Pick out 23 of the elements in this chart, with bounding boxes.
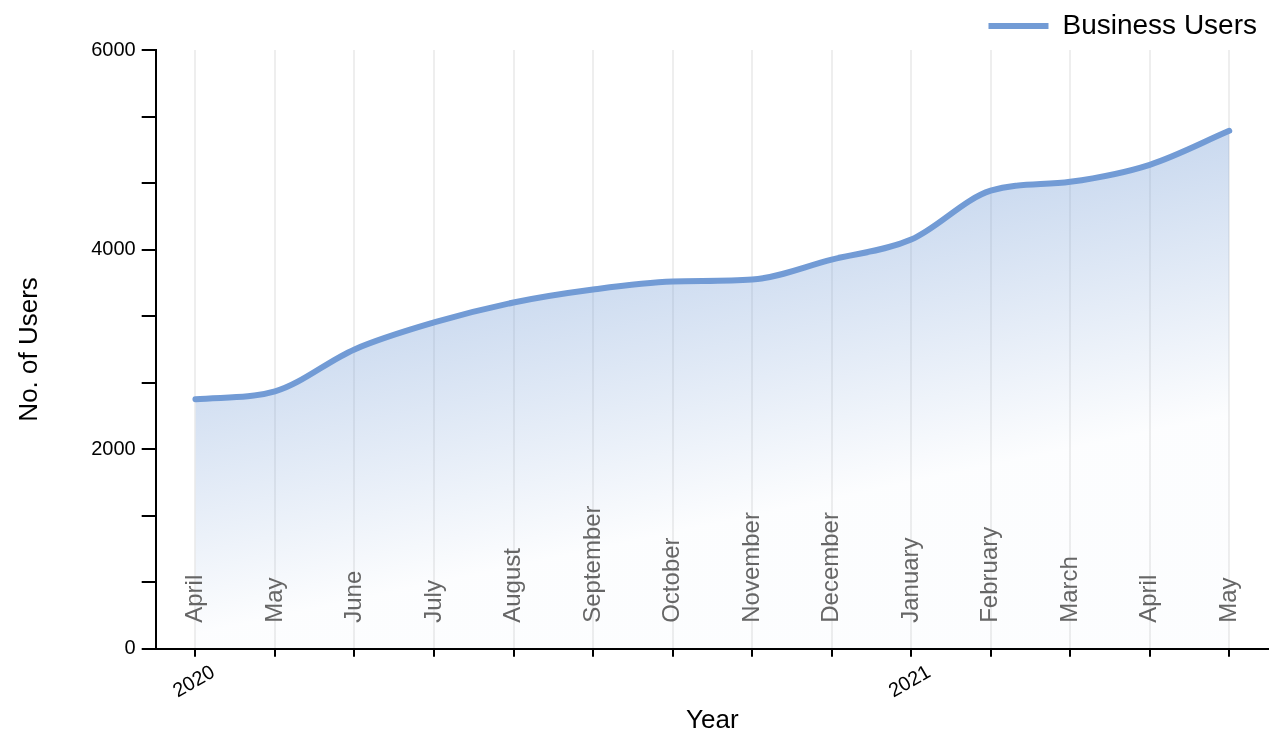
x-tick-label: October	[657, 537, 685, 623]
x-tick-label: February	[975, 526, 1003, 623]
text: 2021	[884, 659, 934, 702]
x-tick-label: January	[895, 537, 923, 623]
x-tick-label: April	[1134, 574, 1162, 623]
y-tick-label: 0	[124, 636, 136, 659]
x-tick-label: April	[180, 574, 208, 623]
y-tick-label: 4000	[91, 237, 136, 260]
x-tick-label: November	[736, 512, 764, 623]
y-tick-label: 2000	[91, 436, 136, 459]
x-tick-label: August	[498, 547, 526, 623]
x-tick-label: May	[1213, 577, 1241, 623]
x-axis-title: Year	[686, 703, 739, 734]
y-tick-label: 6000	[91, 37, 136, 60]
x-tick-label: September	[577, 505, 605, 623]
x-tick-label: December	[816, 512, 844, 623]
x-tick-label: June	[339, 570, 367, 623]
y-axis-title: No. of Users	[12, 277, 43, 422]
legend-label: Business Users	[1062, 8, 1258, 40]
x-tick-label: March	[1054, 556, 1082, 623]
x-tick-label: May	[259, 577, 287, 623]
x-tick-label: July	[418, 580, 446, 623]
text: 2020	[168, 659, 219, 702]
